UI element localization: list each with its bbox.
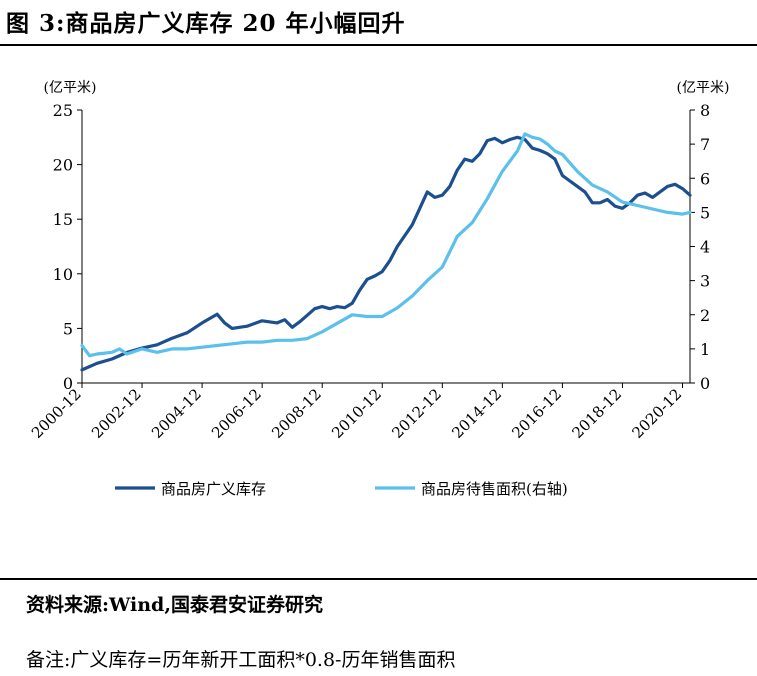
x-tick-label: 2002-12: [88, 385, 145, 442]
left-tick-label: 0: [63, 374, 73, 393]
series-line-inventory: [80, 135, 692, 372]
left-axis-unit: (亿平米): [44, 80, 97, 96]
right-tick-label: 2: [700, 306, 710, 325]
figure-title: 图 3:商品房广义库存 20 年小幅回升: [6, 10, 406, 37]
x-tick-label: 2018-12: [568, 385, 625, 442]
legend-label: 商品房待售面积(右轴): [421, 480, 568, 498]
axes-group: 0 5 10 15 20 25 0 1 2 3 4 5 6 7 8 2000-12 2002-12 2004-12…: [28, 101, 710, 442]
right-tick-label: 0: [700, 374, 710, 393]
left-tick-label: 25: [53, 101, 73, 120]
right-tick-label: 8: [700, 101, 710, 120]
series-line-unsold-area: [80, 132, 692, 358]
left-tick-label: 5: [63, 319, 73, 338]
series-group: [80, 132, 692, 372]
source-text: 资料来源:Wind,国泰君安证券研究: [26, 594, 323, 616]
x-tick-label: 2014-12: [448, 385, 505, 442]
right-tick-label: 4: [700, 238, 710, 257]
left-tick-label: 15: [53, 210, 73, 229]
right-axis-unit: (亿平米): [677, 80, 730, 96]
x-tick-label: 2000-12: [28, 385, 85, 442]
x-tick-label: 2016-12: [508, 385, 565, 442]
x-tick-label: 2012-12: [388, 385, 445, 442]
x-tick-label: 2020-12: [629, 385, 686, 442]
top-rule: [0, 44, 757, 46]
x-tick-label: 2006-12: [208, 385, 265, 442]
x-tick-label: 2004-12: [148, 385, 205, 442]
legend: 商品房广义库存 商品房待售面积(右轴): [115, 480, 568, 498]
note-text: 备注:广义库存=历年新开工面积*0.8-历年销售面积: [26, 649, 456, 671]
right-tick-label: 1: [700, 340, 710, 359]
right-tick-label: 7: [700, 135, 710, 154]
left-tick-label: 20: [53, 156, 73, 175]
legend-label: 商品房广义库存: [161, 480, 266, 498]
right-tick-label: 5: [700, 203, 710, 222]
right-tick-label: 3: [700, 272, 710, 291]
x-tick-label: 2010-12: [328, 385, 385, 442]
bottom-rule: [0, 578, 757, 580]
right-tick-label: 6: [700, 169, 710, 188]
left-tick-label: 10: [53, 265, 73, 284]
x-tick-label: 2008-12: [268, 385, 325, 442]
